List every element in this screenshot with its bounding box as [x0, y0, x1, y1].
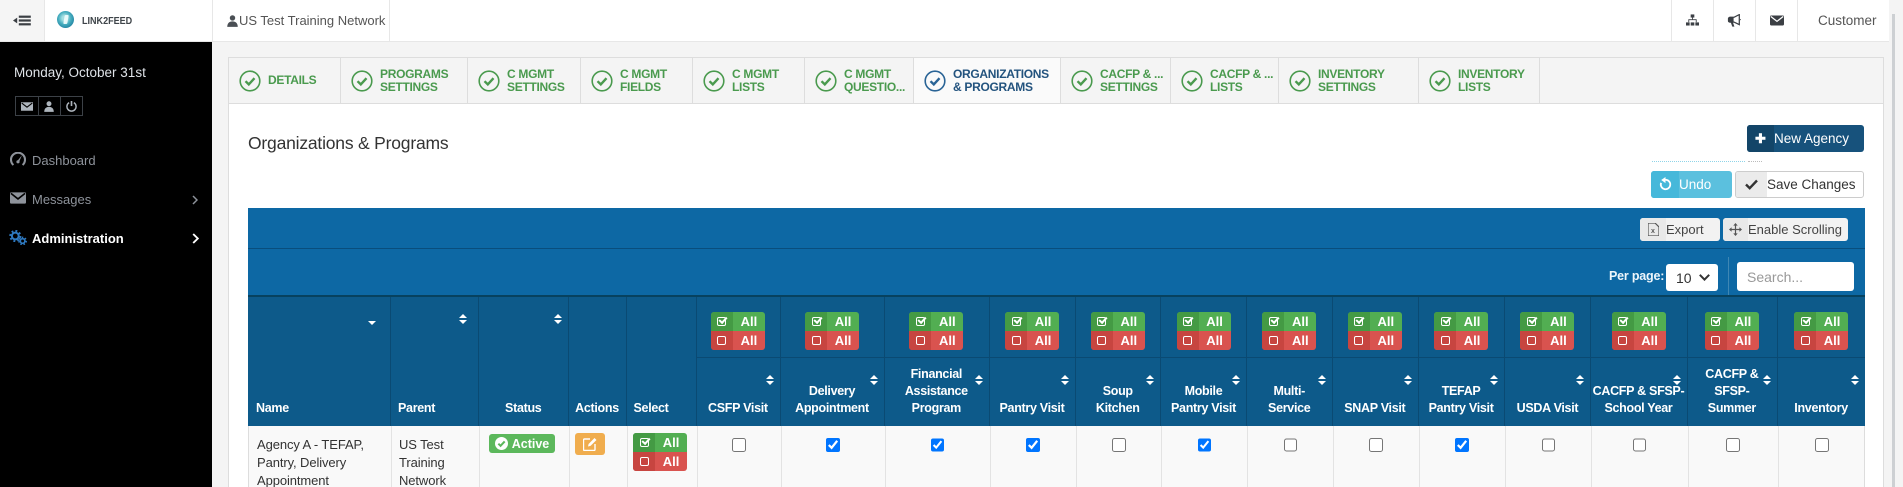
svg-text:x: x [1651, 228, 1655, 235]
